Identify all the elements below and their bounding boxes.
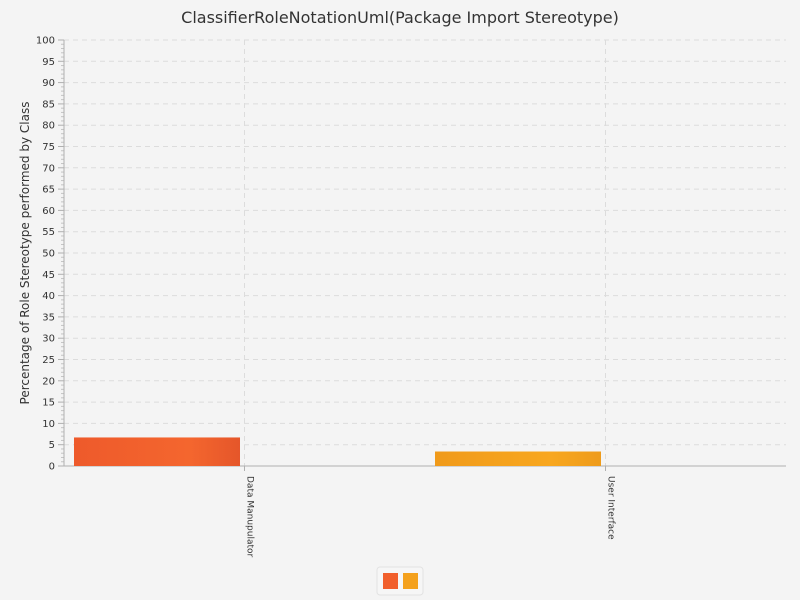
y-tick-label: 80: [42, 121, 55, 132]
y-tick-label: 90: [42, 78, 55, 89]
y-axis-label: Percentage of Role Stereotype performed …: [18, 102, 32, 405]
x-tick-label: Data Manupulator: [245, 476, 255, 558]
gridlines: [64, 39, 786, 466]
chart-title: ClassifierRoleNotationUml(Package Import…: [181, 8, 619, 27]
y-tick-label: 10: [42, 419, 55, 430]
y-tick-label: 85: [42, 99, 55, 110]
legend-swatch: [383, 573, 398, 589]
bars: [74, 437, 601, 466]
y-tick-label: 0: [49, 462, 55, 473]
y-tick-label: 100: [36, 36, 55, 47]
y-tick-label: 95: [42, 57, 55, 68]
legend-swatch: [403, 573, 418, 589]
y-tick-label: 20: [42, 376, 55, 387]
y-tick-label: 5: [49, 440, 55, 451]
y-tick-label: 30: [42, 334, 55, 345]
y-tick-label: 15: [42, 398, 55, 409]
bar: [435, 451, 601, 466]
y-tick-label: 55: [42, 227, 55, 238]
y-tick-label: 50: [42, 249, 55, 260]
y-tick-label: 35: [42, 312, 55, 323]
legend: [376, 566, 424, 596]
y-tick-label: 25: [42, 355, 55, 366]
y-tick-label: 45: [42, 270, 55, 281]
y-tick-label: 70: [42, 163, 55, 174]
x-tick-label: User Interface: [606, 476, 616, 540]
y-tick-label: 60: [42, 206, 55, 217]
y-axis: 0 5 10 15 20 25 30 35 40 45 50 55 60 65 70 75 80 85 90 95 10…: [36, 36, 786, 473]
bar: [74, 437, 240, 466]
y-tick-label: 65: [42, 185, 55, 196]
y-tick-label: 40: [42, 291, 55, 302]
x-axis: Data Manupulator User Interface: [244, 466, 616, 558]
y-tick-label: 75: [42, 142, 55, 153]
